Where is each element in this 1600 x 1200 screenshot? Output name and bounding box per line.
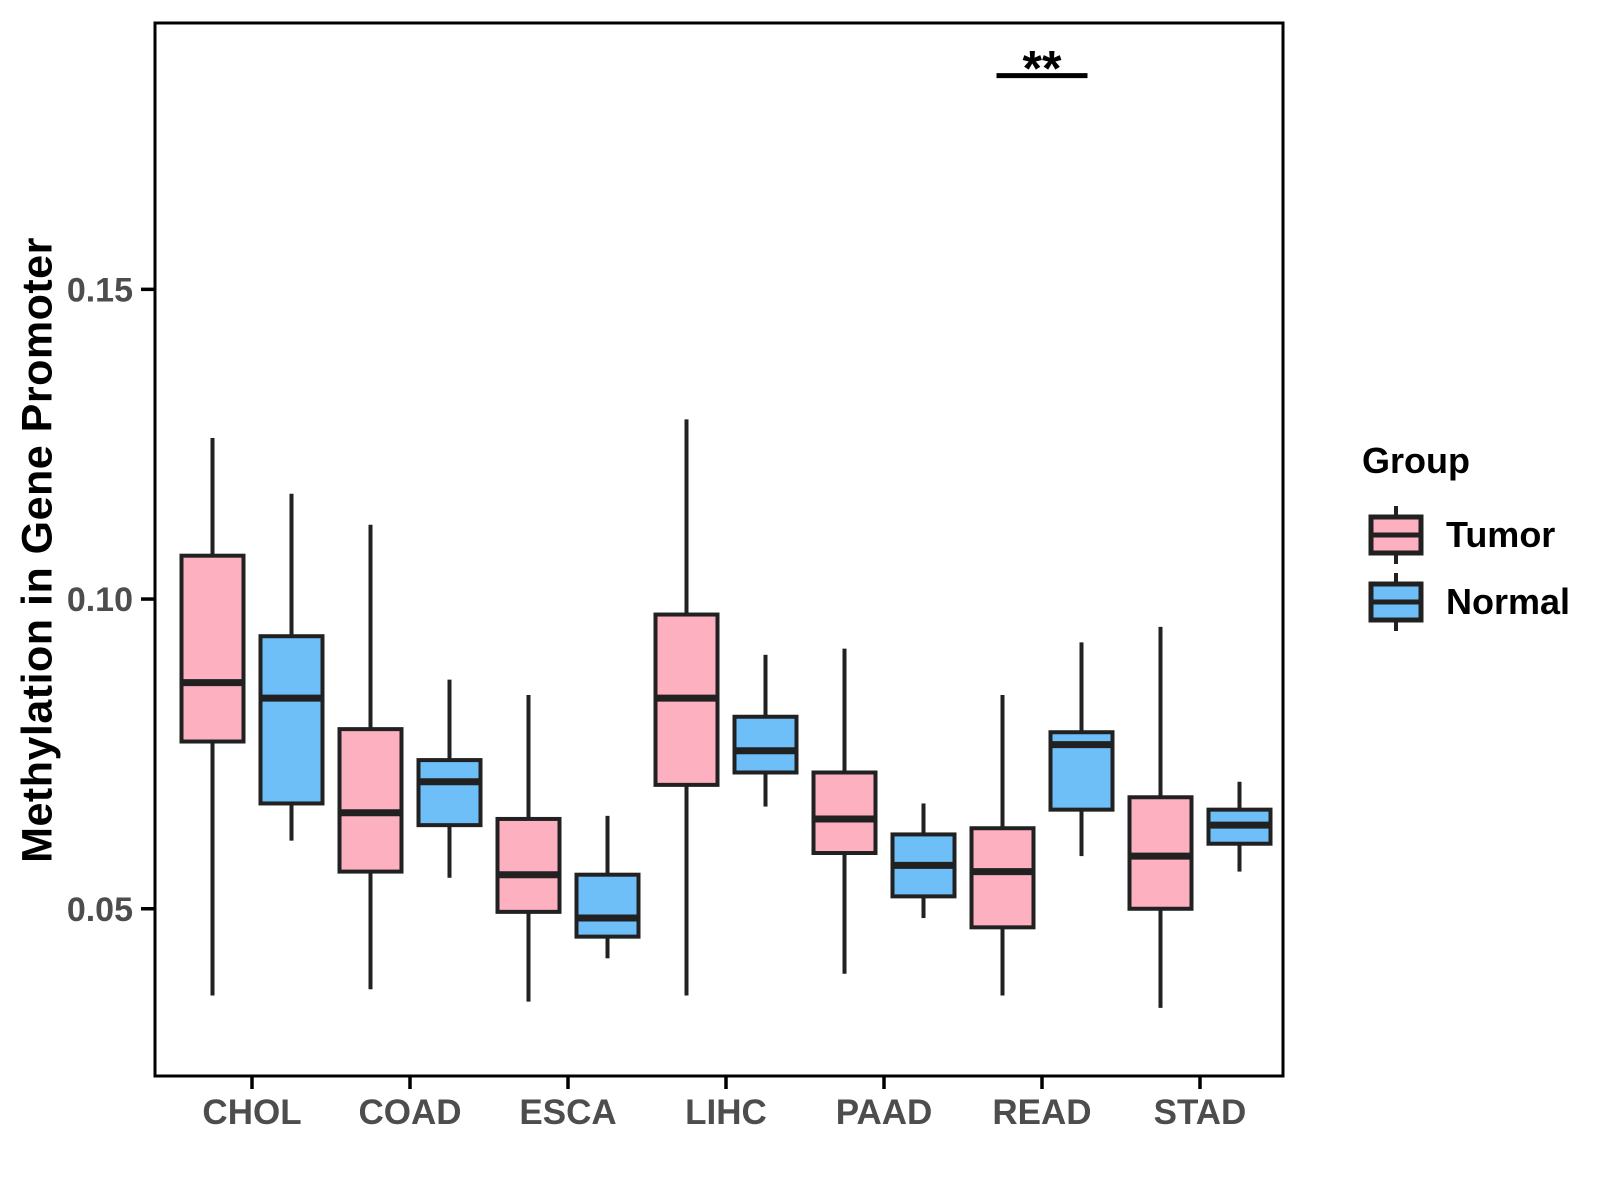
- x-tick-label-LIHC: LIHC: [685, 1093, 767, 1132]
- legend-label-normal: Normal: [1446, 581, 1571, 622]
- legend: Group Tumor Normal: [1360, 440, 1570, 638]
- box-ESCA-Tumor: [495, 816, 562, 914]
- x-tick-label-PAAD: PAAD: [836, 1093, 933, 1132]
- panel-border: [153, 21, 1285, 1078]
- y-tick-label-0.15: 0.15: [67, 271, 133, 309]
- box-LIHC-Normal: [732, 714, 799, 775]
- x-tick-label-READ: READ: [992, 1093, 1091, 1132]
- legend-item-normal: Normal: [1360, 571, 1570, 633]
- box-READ-Tumor: [969, 826, 1036, 930]
- legend-item-tumor: Tumor: [1360, 504, 1570, 566]
- significance-text: **: [1023, 41, 1062, 97]
- box-PAAD-Tumor: [811, 770, 878, 856]
- legend-key-tumor-boxplot-icon: [1368, 506, 1424, 564]
- x-tick-label-CHOL: CHOL: [202, 1093, 301, 1132]
- x-tick-label-STAD: STAD: [1154, 1093, 1247, 1132]
- x-tick-label-ESCA: ESCA: [519, 1093, 616, 1132]
- legend-label-tumor: Tumor: [1446, 514, 1556, 555]
- box-COAD-Tumor: [337, 727, 404, 874]
- box-CHOL-Tumor: [179, 553, 246, 744]
- legend-key-normal-boxplot-icon: [1368, 573, 1424, 631]
- box-ESCA-Normal: [574, 872, 641, 939]
- y-tick-label-0.05: 0.05: [67, 891, 133, 929]
- x-tick-label-COAD: COAD: [358, 1093, 461, 1132]
- box-COAD-Normal: [416, 758, 483, 828]
- box-CHOL-Normal: [258, 634, 325, 806]
- y-tick-label-0.1: 0.10: [67, 581, 133, 619]
- legend-title: Group: [1362, 440, 1470, 481]
